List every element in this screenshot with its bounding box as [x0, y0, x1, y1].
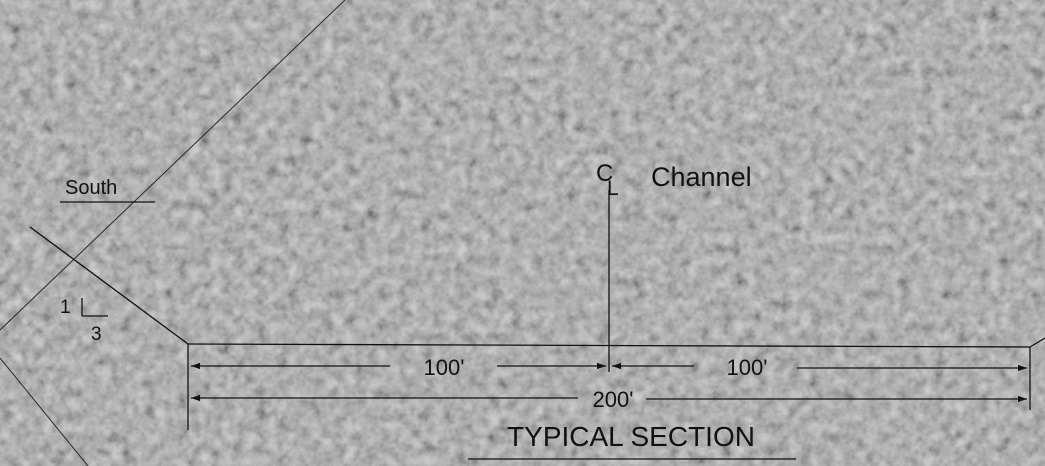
left-side-slope: [29, 226, 189, 345]
dimension-total-label: 200': [593, 387, 634, 412]
section-linework: [29, 190, 1045, 460]
south-label: South: [65, 177, 117, 199]
centerline-symbol-l: L: [607, 177, 619, 200]
section-title: TYPICAL SECTION: [507, 421, 755, 452]
centerline-symbol-c: C: [596, 160, 613, 187]
right-side-slope: [1029, 337, 1045, 348]
dimension-left-label: 100': [424, 355, 465, 380]
map-line-lower: [0, 357, 89, 466]
slope-run: 3: [91, 324, 102, 345]
centerline-label: Channel: [651, 162, 752, 192]
slope-rise: 1: [60, 297, 71, 318]
map-lines: [0, 0, 346, 466]
dimension-right-label: 100': [727, 355, 768, 380]
map-line-diagonal: [0, 0, 346, 331]
dimension-lines: [191, 362, 1027, 403]
